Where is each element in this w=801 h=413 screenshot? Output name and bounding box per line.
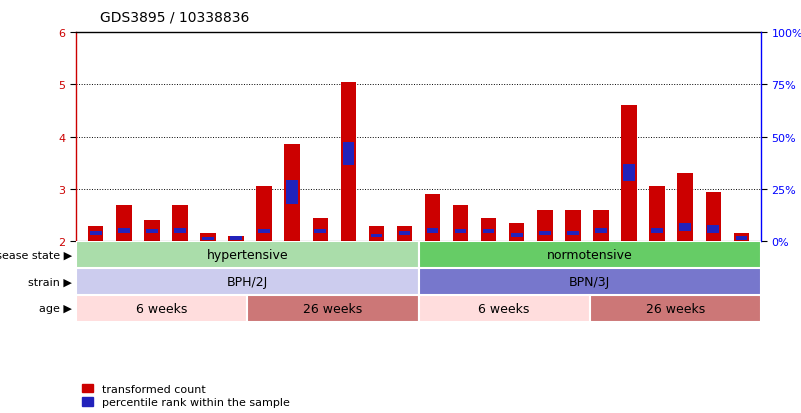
Bar <box>340 83 356 242</box>
Bar <box>248 295 418 322</box>
Bar <box>146 229 158 233</box>
Bar <box>418 268 761 295</box>
Bar <box>259 229 270 233</box>
Bar <box>707 225 719 233</box>
Bar <box>566 210 581 242</box>
Bar <box>595 228 606 233</box>
Bar <box>174 228 186 233</box>
Bar <box>396 226 413 242</box>
Bar <box>481 218 497 242</box>
Bar <box>453 205 469 242</box>
Bar <box>399 231 410 235</box>
Bar <box>567 231 578 235</box>
Bar <box>539 231 550 235</box>
Bar <box>678 174 693 242</box>
Text: 26 weeks: 26 weeks <box>646 302 705 315</box>
Bar <box>116 205 131 242</box>
Bar <box>651 228 663 233</box>
Bar <box>343 142 354 166</box>
Bar <box>537 210 553 242</box>
Bar <box>590 295 761 322</box>
Bar <box>76 295 248 322</box>
Text: BPN/3J: BPN/3J <box>570 275 610 288</box>
Bar <box>679 224 691 231</box>
Bar <box>172 205 187 242</box>
Bar <box>427 228 438 233</box>
Bar <box>622 106 637 242</box>
Bar <box>202 237 214 240</box>
Bar <box>88 226 103 242</box>
Bar <box>256 187 272 242</box>
Bar <box>90 232 102 235</box>
Text: 6 weeks: 6 weeks <box>478 302 529 315</box>
Text: hypertensive: hypertensive <box>207 249 288 261</box>
Text: GDS3895 / 10338836: GDS3895 / 10338836 <box>100 10 249 24</box>
Bar <box>594 210 609 242</box>
Bar <box>455 229 466 233</box>
Bar <box>315 229 326 233</box>
Bar <box>371 234 382 237</box>
Bar <box>76 242 418 268</box>
Bar <box>735 237 747 240</box>
Bar <box>483 229 494 233</box>
Legend: transformed count, percentile rank within the sample: transformed count, percentile rank withi… <box>82 384 289 408</box>
Bar <box>368 226 384 242</box>
Text: 6 weeks: 6 weeks <box>136 302 187 315</box>
Bar <box>623 165 635 182</box>
Bar <box>144 221 159 242</box>
Bar <box>418 242 761 268</box>
Text: 26 weeks: 26 weeks <box>304 302 363 315</box>
Bar <box>287 180 298 204</box>
Bar <box>200 234 215 242</box>
Bar <box>118 228 130 233</box>
Bar <box>312 218 328 242</box>
Text: strain ▶: strain ▶ <box>28 277 72 287</box>
Text: BPH/2J: BPH/2J <box>227 275 268 288</box>
Bar <box>231 237 242 240</box>
Bar <box>284 145 300 242</box>
Bar <box>511 234 522 237</box>
Text: disease state ▶: disease state ▶ <box>0 250 72 260</box>
Text: normotensive: normotensive <box>547 249 633 261</box>
Bar <box>734 234 749 242</box>
Text: age ▶: age ▶ <box>39 304 72 314</box>
Bar <box>706 192 721 242</box>
Bar <box>650 187 665 242</box>
Bar <box>425 195 441 242</box>
Bar <box>76 268 418 295</box>
Bar <box>228 236 244 242</box>
Bar <box>509 223 525 242</box>
Bar <box>418 295 590 322</box>
